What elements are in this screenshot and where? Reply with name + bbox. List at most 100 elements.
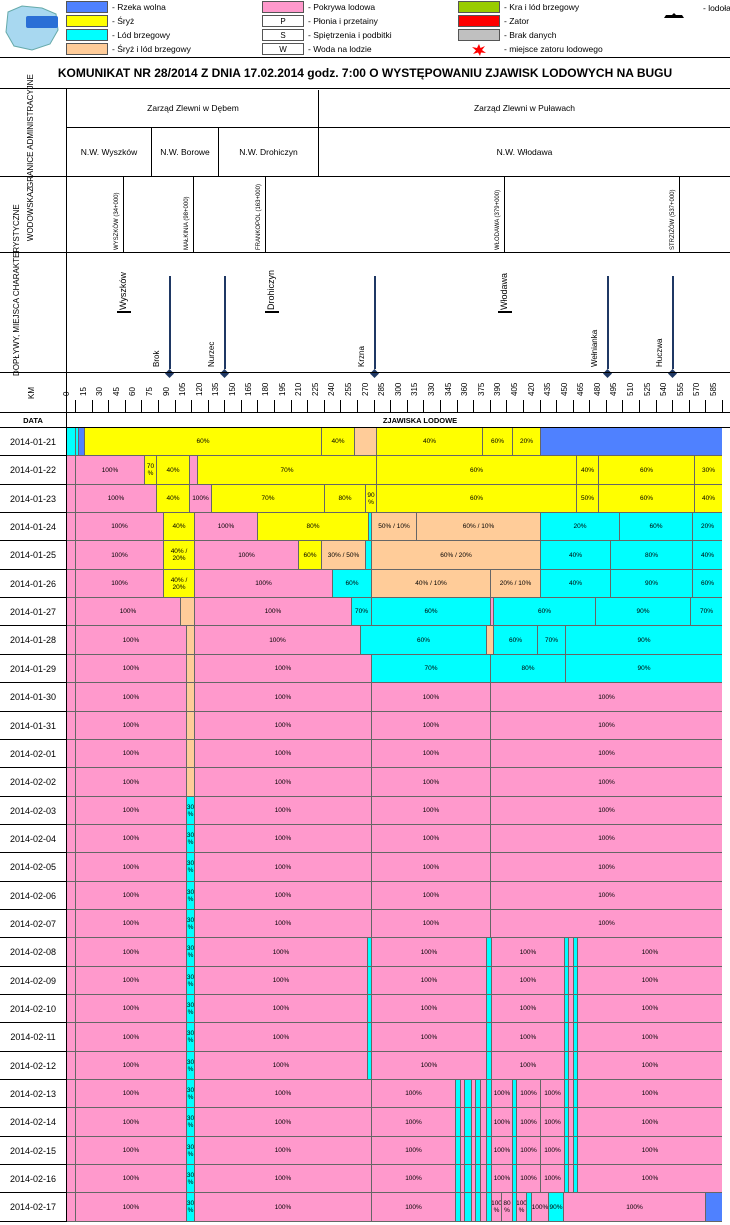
ice-segment: 100% [491, 1023, 564, 1052]
km-tick [257, 400, 258, 412]
ice-segment: 40% [694, 485, 722, 513]
ice-segment: 60% [371, 598, 490, 626]
ice-segment: 100% [577, 1165, 722, 1193]
km-tick-label: 510 [626, 382, 635, 396]
ice-segment: 100% [194, 825, 371, 853]
ice-segment: 100% [577, 1080, 722, 1108]
ice-segment [512, 1080, 516, 1108]
ice-segment [486, 1137, 491, 1165]
row-start-fill [67, 797, 75, 825]
ice-segment: 100% [371, 740, 490, 768]
km-tick-label: 225 [311, 382, 320, 396]
ice-segment [186, 712, 194, 740]
legend-swatch-W: W [262, 43, 304, 55]
page-title: KOMUNIKAT NR 28/2014 Z DNIA 17.02.2014 g… [57, 66, 673, 80]
ice-segment: 100% [194, 1137, 371, 1165]
ice-segment: 100 % [516, 1193, 526, 1222]
ice-segment: 100% [563, 1193, 705, 1222]
ice-segment [526, 1193, 531, 1222]
km-tick [705, 400, 706, 412]
ice-segment [573, 967, 577, 995]
row-start-fill [67, 456, 75, 485]
km-tick-label: 255 [344, 382, 353, 396]
ice-segment: 100% [75, 825, 186, 853]
ice-segment [460, 1108, 464, 1137]
ice-segment [186, 655, 194, 683]
logo [2, 2, 62, 54]
ice-segment: 100% [75, 541, 163, 570]
ice-segment: 100% [75, 910, 186, 938]
tributary-marker [370, 365, 379, 378]
km-tick [374, 400, 375, 412]
ice-segment: 100% [194, 797, 371, 825]
legend-label-P: - Płonia i przetainy [308, 16, 378, 26]
section-label-doplywy: DOPŁYWY, MIEJSCA CHARAKTERYSTYCZNE [12, 204, 21, 376]
ice-segment [573, 1023, 577, 1052]
ice-segment [568, 967, 573, 995]
km-tick [573, 400, 574, 412]
ice-segment: 100% [194, 655, 371, 683]
ice-segment: 100% [577, 1052, 722, 1080]
ice-segment: 100% [490, 910, 722, 938]
date-cell: 2014-01-29 [0, 655, 67, 683]
km-tick [291, 400, 292, 412]
nw-wyszkow: N.W. Wyszków [80, 147, 138, 157]
date-cell: 2014-02-08 [0, 938, 67, 967]
tributary-label: Krzna [357, 346, 366, 367]
legend-label-brak: - Brak danych [504, 30, 557, 40]
ice-segment: 100% [75, 1052, 186, 1080]
ice-segment: 100 % [491, 1193, 501, 1222]
ice-segment: 100% [490, 683, 722, 712]
tributary-line [672, 276, 674, 369]
ice-segment [486, 1023, 491, 1052]
km-tick [672, 400, 673, 412]
ice-segment: 100% [490, 797, 722, 825]
km-tick-label: 240 [327, 382, 336, 396]
ice-segment [480, 1193, 486, 1222]
date-cell: 2014-01-27 [0, 598, 67, 626]
ice-segment: 70 % [144, 456, 156, 485]
ice-segment: 100% [516, 1137, 540, 1165]
legend-swatch-S: S [262, 29, 304, 41]
ice-segment [568, 1080, 573, 1108]
tributary-line [374, 276, 376, 369]
ice-segment [568, 995, 573, 1023]
legend-swatch-brak [458, 29, 500, 41]
ice-segment: 100% [75, 768, 186, 797]
date-cell: 2014-02-15 [0, 1137, 67, 1165]
km-tick [75, 400, 76, 412]
ice-segment: 30 % [186, 1080, 194, 1108]
ice-segment [365, 541, 371, 570]
tributary-marker [220, 365, 229, 378]
km-tick-label: 465 [576, 382, 585, 396]
ice-segment [367, 995, 371, 1023]
ice-segment: 80% [610, 541, 692, 570]
tributary-label: Wełnianka [590, 329, 599, 367]
ice-segment [568, 1165, 573, 1193]
date-cell: 2014-01-28 [0, 626, 67, 655]
ice-segment [568, 1052, 573, 1080]
gauge-line [265, 177, 266, 252]
ice-segment [573, 1108, 577, 1137]
ice-segment: 90% [610, 570, 692, 598]
ice-segment: 100% [75, 1023, 186, 1052]
ice-segment [573, 1165, 577, 1193]
legend-swatch-rzeka_wolna [66, 1, 108, 13]
tributary-marker [603, 365, 612, 378]
km-tick-label: 480 [593, 382, 602, 396]
ice-segment [480, 1165, 486, 1193]
ice-segment: 30% / 50% [321, 541, 365, 570]
ice-segment [186, 683, 194, 712]
ice-segment [464, 1193, 471, 1222]
km-tick [224, 400, 225, 412]
ice-segment: 40% [692, 541, 722, 570]
row-start-fill [67, 995, 75, 1023]
ice-segment [490, 598, 493, 626]
ice-jam-burst-icon [471, 43, 487, 56]
ice-segment: 100% [194, 910, 371, 938]
km-tick [423, 400, 424, 412]
ice-segment: 100% [75, 570, 163, 598]
ice-segment: 100% [189, 485, 211, 513]
ice-segment [475, 1193, 480, 1222]
legend-label-S: - Spiętrzenia i podbitki [308, 30, 392, 40]
